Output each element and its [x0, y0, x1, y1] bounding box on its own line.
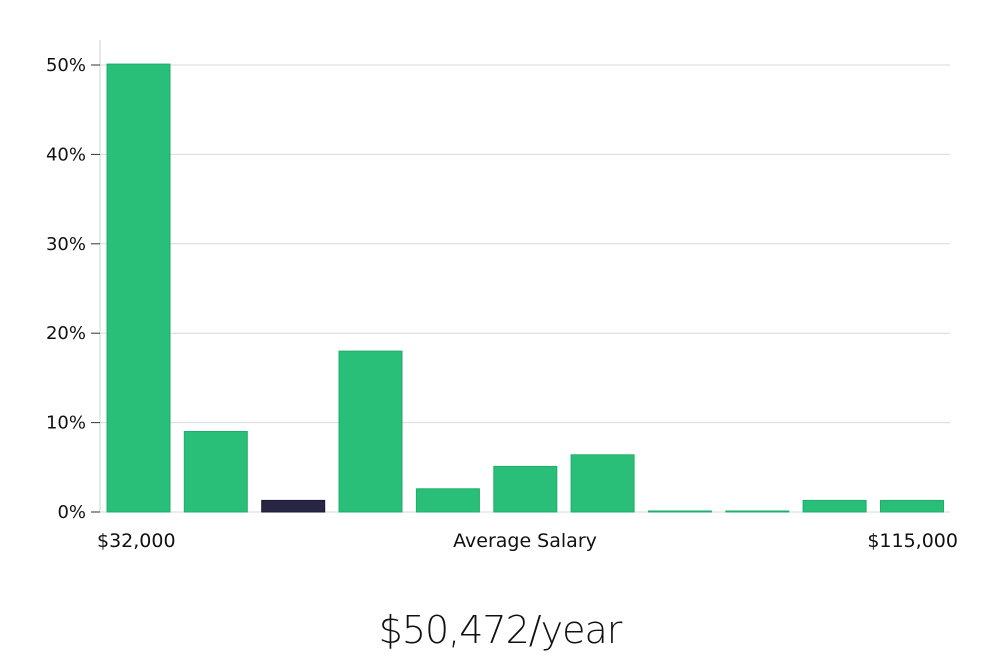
bar [880, 499, 944, 513]
y-tick-label: 20% [46, 323, 86, 344]
y-tick-label: 30% [46, 234, 86, 255]
y-tick-label: 40% [46, 144, 86, 165]
bar-highlighted [261, 499, 326, 513]
x-axis-label: Average Salary [453, 530, 597, 552]
bar [106, 63, 171, 513]
salary-histogram: 0% 10% 20% 30% 40% 50% $32,000 Average Salary… [46, 40, 958, 552]
average-salary-value: $50,472/year [378, 608, 623, 652]
bar [725, 510, 790, 513]
bar [493, 465, 558, 513]
bar [415, 488, 480, 513]
bar [647, 510, 712, 513]
y-tick-label: 0% [57, 502, 86, 523]
y-tick-labels: 0% 10% 20% 30% 40% 50% [46, 55, 100, 523]
y-tick-label: 50% [46, 55, 86, 76]
y-tick-label: 10% [46, 413, 86, 434]
bar [338, 350, 403, 513]
x-max-label: $115,000 [867, 530, 958, 552]
bar [570, 454, 635, 513]
bar [802, 499, 867, 513]
bar [183, 431, 248, 513]
bars [106, 63, 944, 513]
x-min-label: $32,000 [97, 530, 176, 552]
